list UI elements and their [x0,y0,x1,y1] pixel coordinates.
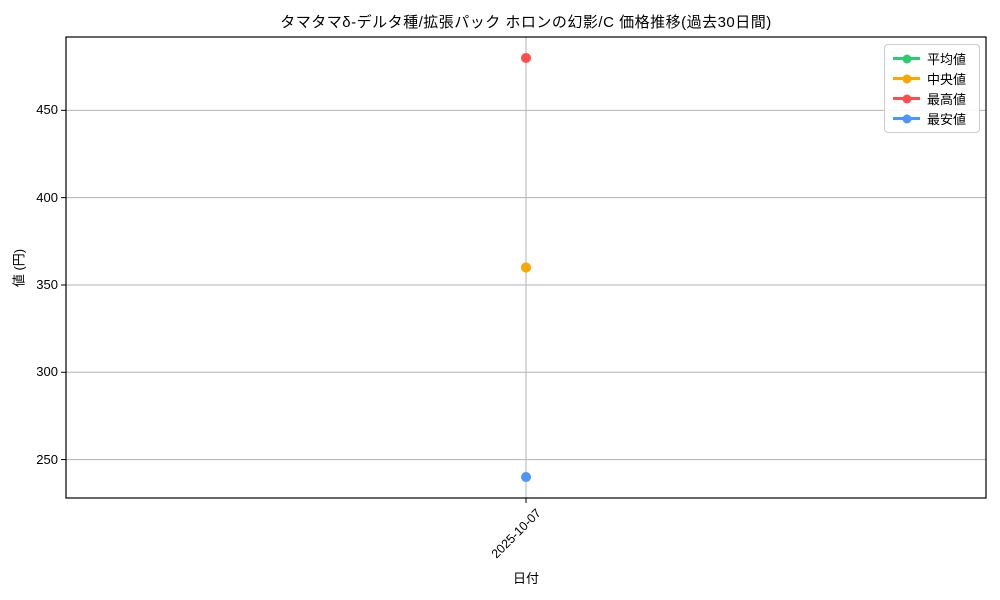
chart-title: タマタマδ-デルタ種/拡張パック ホロンの幻影/C 価格推移(過去30日間) [280,14,772,31]
legend-label: 中央値 [927,72,967,87]
legend-marker-icon [893,114,920,123]
legend-marker-icon [893,54,920,63]
legend-label: 平均値 [927,52,967,67]
y-tick-label: 450 [36,102,58,118]
data-point-最安値 [521,472,531,483]
data-point-最高値 [521,52,531,63]
legend-label: 最安値 [927,112,967,127]
legend-label: 最高値 [927,92,967,107]
y-tick-label: 250 [36,451,58,467]
legend-marker-icon [893,94,920,103]
x-axis-label: 日付 [512,571,539,586]
data-point-中央値 [521,262,531,273]
y-tick-label: 300 [36,364,58,380]
y-tick-label: 350 [36,276,58,292]
legend-item-最高値: 最高値 [893,90,971,107]
legend-item-平均値: 平均値 [893,50,971,67]
legend-marker-icon [893,74,920,83]
legend: 平均値中央値最高値最安値 [884,44,980,133]
y-tick-label: 400 [36,189,58,205]
legend-item-最安値: 最安値 [893,110,971,127]
legend-item-中央値: 中央値 [893,70,971,87]
